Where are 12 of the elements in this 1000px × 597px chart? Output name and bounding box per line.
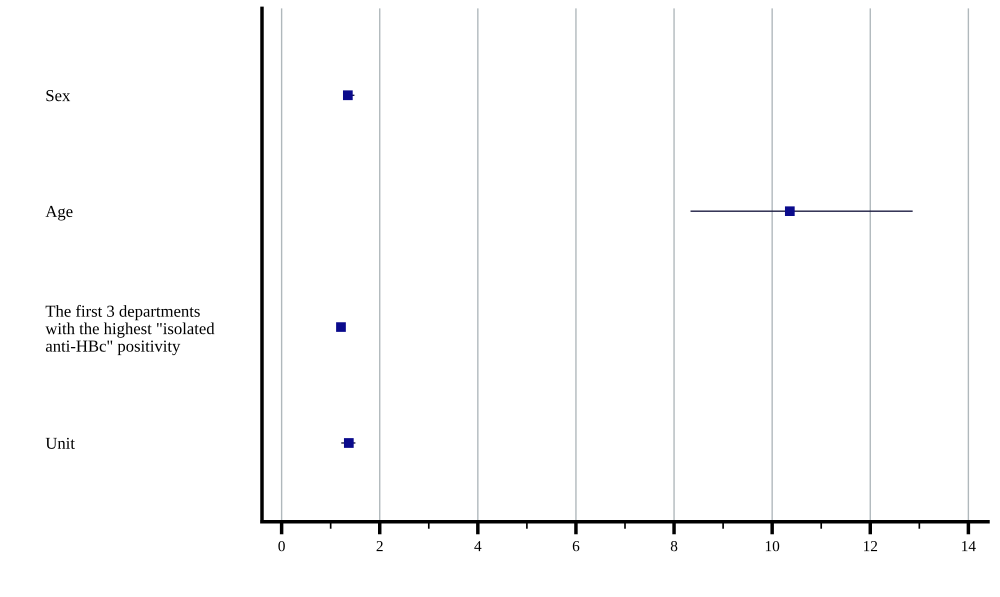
x-tick-label: 12 — [864, 541, 878, 552]
x-tick-label: 4 — [474, 541, 482, 552]
x-tick-label: 14 — [962, 541, 976, 552]
y-tick-label: Unit — [46, 438, 75, 449]
y-tick-label: The first 3 departments with the highest "isolated anti-HBc" positivity — [45, 304, 214, 356]
y-tick-label: Sex — [46, 90, 70, 102]
y-tick-label: Age — [45, 206, 73, 221]
x-tick-label: 8 — [670, 540, 678, 552]
x-tick-label: 0 — [278, 540, 285, 552]
x-tick-label: 10 — [766, 540, 780, 552]
x-tick-label: 2 — [376, 541, 383, 552]
x-tick-label: 6 — [572, 541, 580, 552]
